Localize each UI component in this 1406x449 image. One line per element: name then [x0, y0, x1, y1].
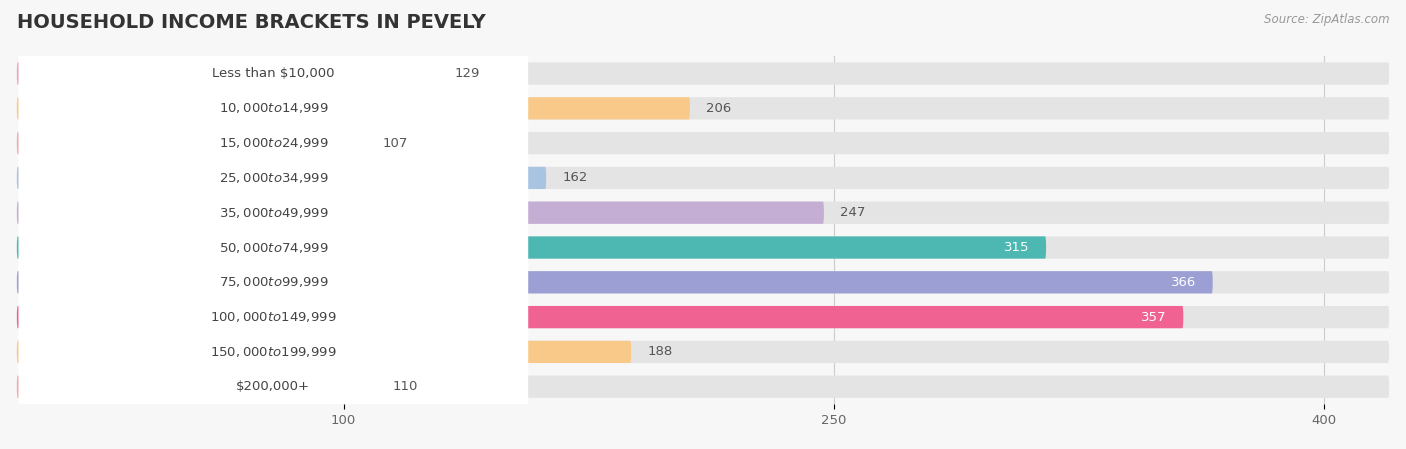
Text: $200,000+: $200,000+ [236, 380, 311, 393]
Text: 247: 247 [841, 206, 866, 219]
Text: 162: 162 [562, 172, 588, 185]
Text: 206: 206 [706, 102, 731, 115]
FancyBboxPatch shape [18, 48, 529, 100]
Text: Source: ZipAtlas.com: Source: ZipAtlas.com [1264, 13, 1389, 26]
FancyBboxPatch shape [17, 97, 690, 119]
FancyBboxPatch shape [17, 306, 1184, 328]
FancyBboxPatch shape [17, 202, 1389, 224]
Text: 357: 357 [1142, 311, 1167, 324]
Text: $25,000 to $34,999: $25,000 to $34,999 [218, 171, 328, 185]
FancyBboxPatch shape [17, 132, 1389, 154]
FancyBboxPatch shape [17, 62, 1389, 85]
FancyBboxPatch shape [17, 271, 1213, 294]
Text: 366: 366 [1171, 276, 1197, 289]
Text: $150,000 to $199,999: $150,000 to $199,999 [209, 345, 336, 359]
Text: 110: 110 [392, 380, 418, 393]
Text: $35,000 to $49,999: $35,000 to $49,999 [218, 206, 328, 220]
FancyBboxPatch shape [17, 236, 1389, 259]
FancyBboxPatch shape [18, 221, 529, 273]
Text: 188: 188 [647, 345, 672, 358]
FancyBboxPatch shape [18, 361, 529, 413]
FancyBboxPatch shape [18, 326, 529, 378]
Text: 107: 107 [382, 136, 408, 150]
FancyBboxPatch shape [17, 341, 1389, 363]
FancyBboxPatch shape [17, 62, 439, 85]
Text: 315: 315 [1004, 241, 1029, 254]
FancyBboxPatch shape [17, 306, 1389, 328]
Text: HOUSEHOLD INCOME BRACKETS IN PEVELY: HOUSEHOLD INCOME BRACKETS IN PEVELY [17, 13, 485, 32]
Text: $75,000 to $99,999: $75,000 to $99,999 [218, 275, 328, 289]
FancyBboxPatch shape [18, 187, 529, 239]
FancyBboxPatch shape [17, 375, 1389, 398]
Text: $100,000 to $149,999: $100,000 to $149,999 [209, 310, 336, 324]
FancyBboxPatch shape [18, 152, 529, 204]
FancyBboxPatch shape [17, 167, 1389, 189]
Text: $15,000 to $24,999: $15,000 to $24,999 [218, 136, 328, 150]
FancyBboxPatch shape [17, 341, 631, 363]
FancyBboxPatch shape [17, 271, 1389, 294]
FancyBboxPatch shape [17, 236, 1046, 259]
FancyBboxPatch shape [18, 82, 529, 134]
Text: Less than $10,000: Less than $10,000 [212, 67, 335, 80]
Text: $10,000 to $14,999: $10,000 to $14,999 [218, 101, 328, 115]
FancyBboxPatch shape [18, 117, 529, 169]
Text: $50,000 to $74,999: $50,000 to $74,999 [218, 241, 328, 255]
FancyBboxPatch shape [17, 97, 1389, 119]
FancyBboxPatch shape [17, 167, 546, 189]
FancyBboxPatch shape [17, 202, 824, 224]
FancyBboxPatch shape [17, 132, 367, 154]
Text: 129: 129 [454, 67, 479, 80]
FancyBboxPatch shape [18, 256, 529, 308]
FancyBboxPatch shape [18, 291, 529, 343]
FancyBboxPatch shape [17, 375, 377, 398]
